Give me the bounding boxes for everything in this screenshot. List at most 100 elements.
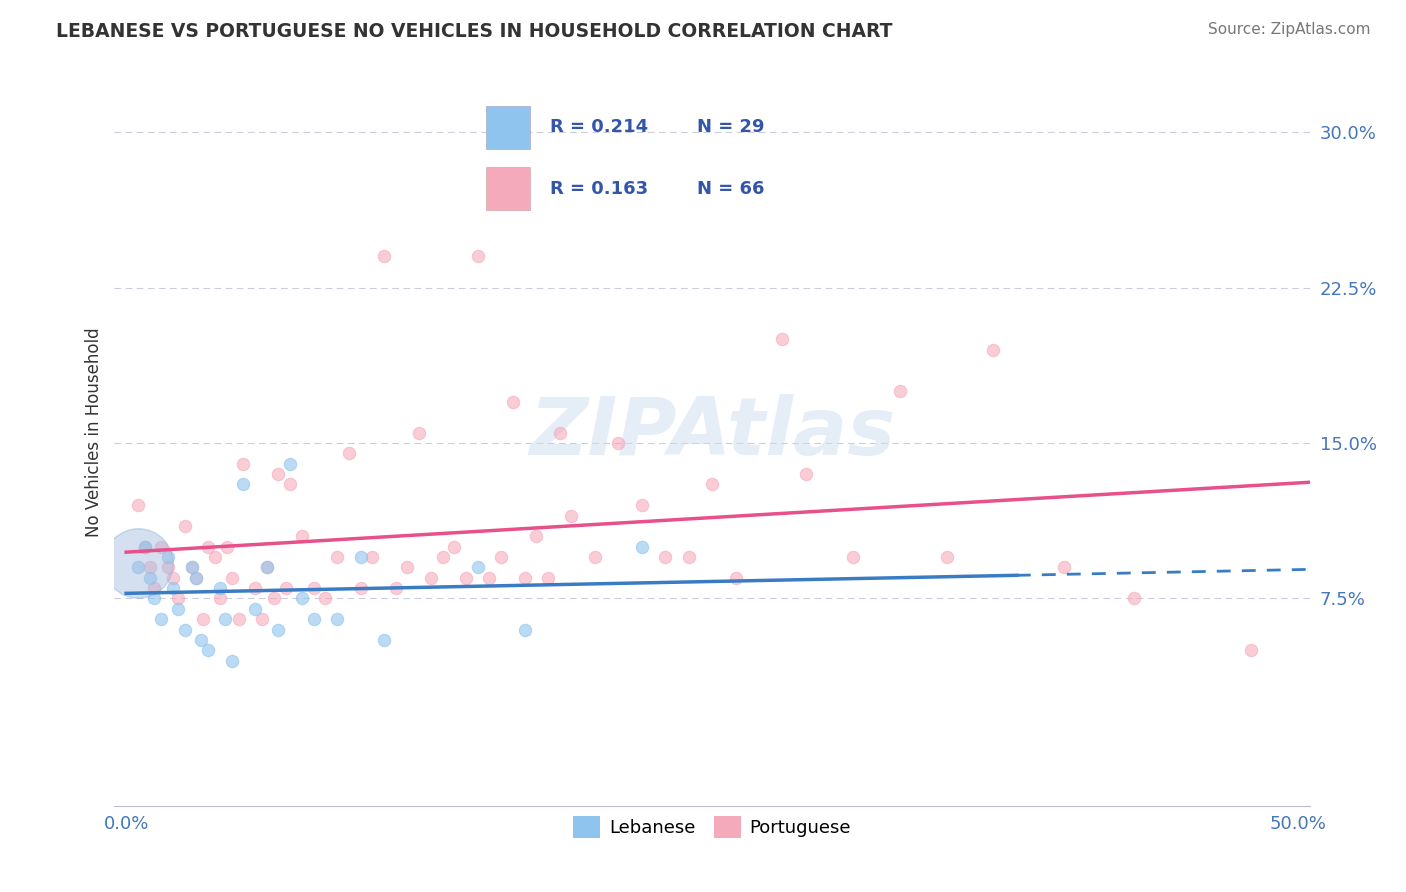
Point	[232, 457, 254, 471]
Point	[232, 477, 254, 491]
Point	[138, 571, 160, 585]
Point	[221, 654, 243, 668]
Point	[384, 581, 406, 595]
Point	[162, 571, 184, 585]
Point	[1240, 643, 1263, 657]
Point	[166, 602, 188, 616]
Point	[373, 250, 395, 264]
Point	[250, 612, 273, 626]
Point	[724, 571, 747, 585]
Point	[127, 560, 149, 574]
Point	[274, 581, 297, 595]
Point	[186, 571, 208, 585]
Point	[314, 591, 336, 606]
Point	[361, 549, 384, 564]
Point	[204, 549, 226, 564]
Point	[134, 540, 156, 554]
Point	[443, 540, 465, 554]
Point	[337, 446, 360, 460]
Point	[162, 581, 184, 595]
Point	[180, 560, 202, 574]
Point	[197, 540, 219, 554]
Point	[157, 549, 180, 564]
Point	[513, 623, 536, 637]
Point	[794, 467, 817, 482]
Point	[630, 498, 652, 512]
Point	[267, 623, 290, 637]
Point	[396, 560, 419, 574]
Text: Source: ZipAtlas.com: Source: ZipAtlas.com	[1208, 22, 1371, 37]
Point	[138, 560, 160, 574]
Point	[772, 332, 794, 346]
Point	[889, 384, 911, 399]
Point	[935, 549, 957, 564]
Point	[143, 581, 166, 595]
Point	[243, 581, 266, 595]
Point	[278, 457, 301, 471]
Point	[278, 477, 301, 491]
Point	[983, 343, 1005, 357]
Point	[1053, 560, 1076, 574]
Point	[607, 436, 630, 450]
Point	[166, 591, 188, 606]
Point	[190, 632, 212, 647]
Point	[349, 581, 371, 595]
Point	[583, 549, 606, 564]
Y-axis label: No Vehicles in Household: No Vehicles in Household	[86, 328, 103, 538]
Point	[489, 549, 512, 564]
Point	[173, 623, 195, 637]
Point	[630, 540, 652, 554]
Point	[373, 632, 395, 647]
Point	[221, 571, 243, 585]
Point	[467, 250, 489, 264]
Point	[256, 560, 278, 574]
Point	[150, 612, 173, 626]
Point	[208, 591, 231, 606]
Point	[180, 560, 202, 574]
Point	[548, 425, 571, 440]
Point	[302, 581, 325, 595]
Point	[326, 612, 349, 626]
Point	[560, 508, 582, 523]
Point	[215, 540, 238, 554]
Point	[291, 591, 314, 606]
Point	[454, 571, 477, 585]
Point	[127, 498, 149, 512]
Point	[127, 556, 149, 570]
Point	[150, 540, 173, 554]
Point	[267, 467, 290, 482]
Point	[408, 425, 430, 440]
Point	[291, 529, 314, 543]
Point	[678, 549, 700, 564]
Point	[256, 560, 278, 574]
Point	[173, 519, 195, 533]
Point	[432, 549, 454, 564]
Point	[243, 602, 266, 616]
Point	[208, 581, 231, 595]
Point	[263, 591, 285, 606]
Point	[1123, 591, 1146, 606]
Point	[524, 529, 547, 543]
Point	[467, 560, 489, 574]
Point	[302, 612, 325, 626]
Point	[513, 571, 536, 585]
Text: ZIPAtlas: ZIPAtlas	[529, 393, 896, 472]
Point	[193, 612, 215, 626]
Point	[228, 612, 250, 626]
Point	[478, 571, 501, 585]
Text: LEBANESE VS PORTUGUESE NO VEHICLES IN HOUSEHOLD CORRELATION CHART: LEBANESE VS PORTUGUESE NO VEHICLES IN HO…	[56, 22, 893, 41]
Point	[143, 591, 166, 606]
Point	[654, 549, 676, 564]
Point	[186, 571, 208, 585]
Point	[700, 477, 723, 491]
Point	[214, 612, 236, 626]
Point	[157, 560, 180, 574]
Point	[842, 549, 865, 564]
Point	[197, 643, 219, 657]
Point	[326, 549, 349, 564]
Point	[419, 571, 441, 585]
Legend: Lebanese, Portuguese: Lebanese, Portuguese	[565, 809, 859, 846]
Point	[349, 549, 371, 564]
Point	[502, 394, 524, 409]
Point	[537, 571, 560, 585]
